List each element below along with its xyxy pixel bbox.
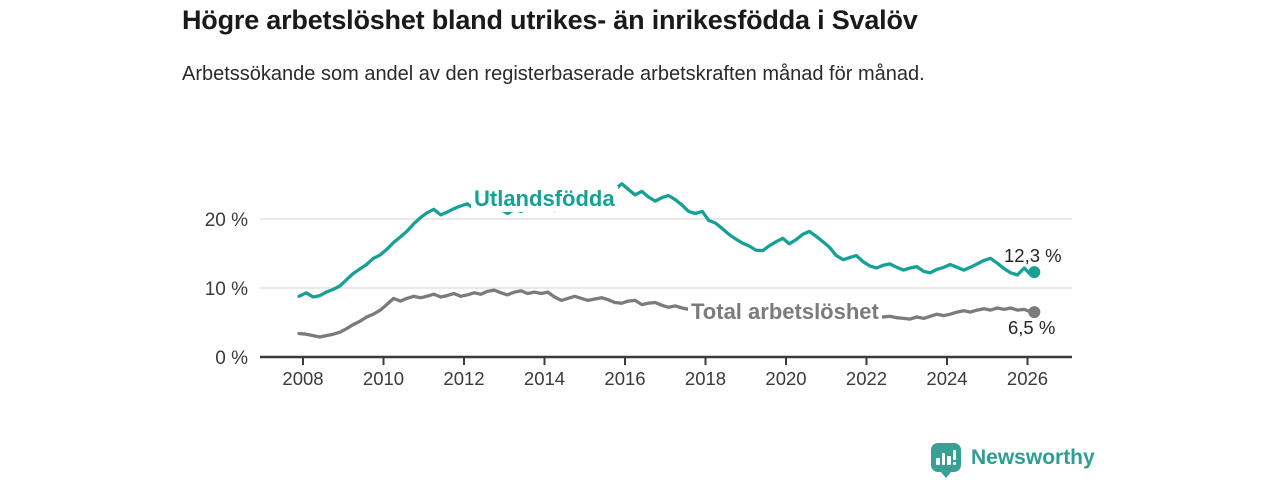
page-title: Högre arbetslöshet bland utrikes- än inr… [182, 5, 918, 35]
newsworthy-bar-chart-bubble-icon [931, 443, 961, 478]
x-axis-tick-label: 2008 [282, 368, 323, 389]
series-label-utlandsfodda: Utlandsfödda [471, 186, 618, 212]
x-axis-ticks [302, 357, 1029, 365]
x-axis-tick-label: 2026 [1007, 368, 1048, 389]
x-axis-tick-label: 2024 [926, 368, 967, 389]
logo-bar-icon [936, 458, 940, 465]
y-axis-tick-label: 20 % [205, 210, 248, 231]
y-axis-tick-label: 10 % [205, 279, 248, 300]
x-axis-tick-label: 2014 [524, 368, 565, 389]
end-value-label-total-arbetsloshet: 6,5 % [1008, 317, 1056, 338]
x-axis-tick-label: 2022 [846, 368, 887, 389]
logo-exclamation-icon [952, 449, 956, 465]
x-axis-tick-label: 2010 [363, 368, 404, 389]
x-axis-labels: 2008 2010 2012 2014 2016 2018 2020 2022 2024 2026 [282, 368, 1048, 389]
logo-bar-icon [941, 453, 945, 465]
x-axis-tick-label: 2016 [604, 368, 645, 389]
line-total-arbetsloshet [297, 288, 1036, 339]
line-utlandsfodda [297, 182, 1036, 299]
chart-subtitle: Arbetssökande som andel av den registerb… [182, 63, 925, 85]
end-dot-utlandsfodda [1028, 266, 1041, 279]
end-value-label-utlandsfodda: 12,3 % [1004, 245, 1062, 266]
gridlines [260, 218, 1072, 289]
series-label-total-arbetsloshet: Total arbetslöshet [688, 299, 882, 325]
x-axis-tick-label: 2020 [765, 368, 806, 389]
end-dot-total-arbetsloshet [1028, 306, 1041, 319]
x-axis-tick-label: 2018 [685, 368, 726, 389]
y-axis-tick-label: 0 % [215, 348, 248, 369]
logo-bar-icon [947, 456, 951, 465]
brand-name: Newsworthy [971, 445, 1095, 469]
y-axis-labels: 0 % 10 % 20 % [205, 210, 248, 369]
x-axis-tick-label: 2012 [443, 368, 484, 389]
newsworthy-logo[interactable]: Newsworthy [931, 443, 1095, 478]
